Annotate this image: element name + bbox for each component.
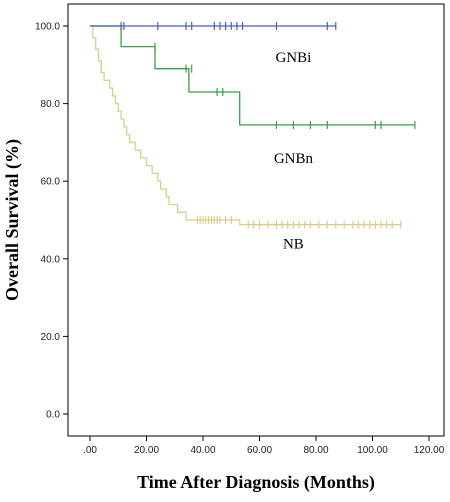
series-label-gnbn: GNBn: [274, 151, 314, 167]
x-tick-label: 20.00: [134, 445, 159, 456]
x-tick-label: 40.00: [190, 445, 215, 456]
series-label-gnbi: GNBi: [275, 50, 311, 66]
series-line-gnbn: [90, 25, 415, 126]
x-axis: .00 20.00 40.00 60.00 80.00 100.00 120.00: [83, 436, 445, 456]
x-tick-label: 120.00: [414, 445, 445, 456]
y-tick-label: 100.0: [35, 22, 60, 33]
y-axis-title: Overall Survival (%): [2, 139, 23, 301]
x-tick-label: 100.00: [357, 445, 388, 456]
x-tick-label: 60.00: [247, 445, 272, 456]
x-axis-title: Time After Diagnosis (Months): [137, 472, 375, 493]
series-labels: GNBi GNBn NB: [274, 50, 314, 252]
y-tick-label: 0.0: [46, 410, 60, 421]
y-tick-label: 40.0: [41, 254, 61, 265]
y-tick-label: 80.0: [41, 99, 61, 110]
series-layer: [90, 22, 416, 229]
x-tick-label: 80.00: [303, 445, 328, 456]
y-axis: 0.0 20.0 40.0 60.0 80.0 100.0: [35, 22, 68, 421]
y-tick-label: 60.0: [41, 177, 61, 188]
x-tick-label: .00: [83, 445, 97, 456]
series-label-nb: NB: [283, 236, 304, 252]
plot-frame: [67, 3, 445, 437]
series-line-nb: [90, 25, 401, 226]
y-tick-label: 20.0: [41, 332, 61, 343]
